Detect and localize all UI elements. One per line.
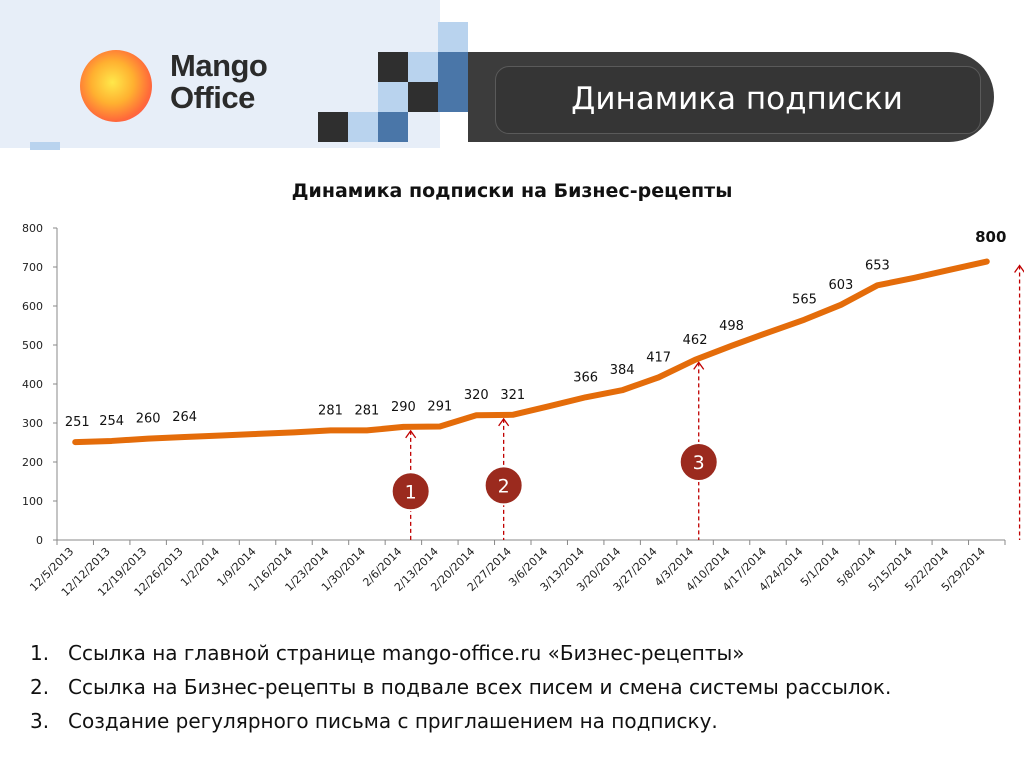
- note-text: Ссылка на главной странице mango-office.…: [68, 641, 745, 665]
- decor-square: [408, 82, 438, 112]
- marker-label: 1: [405, 481, 417, 503]
- data-label: 462: [683, 333, 708, 348]
- decor-square: [438, 52, 468, 82]
- data-label: 366: [573, 370, 598, 385]
- data-label: 417: [646, 350, 671, 365]
- decor-square: [318, 112, 348, 142]
- note-text: Создание регулярного письма с приглашени…: [68, 709, 718, 733]
- chart-title: Динамика подписки на Бизнес-рецепты: [291, 180, 733, 202]
- data-label: 291: [427, 400, 452, 415]
- x-tick-label: 1/2/2014: [178, 545, 222, 589]
- marker-circle: [678, 442, 719, 482]
- data-label: 281: [318, 403, 343, 418]
- marker-circle: [483, 465, 524, 506]
- data-label: 565: [792, 293, 817, 308]
- title-frame: [495, 66, 981, 134]
- decor-square: [438, 22, 468, 52]
- note-number: 1.: [30, 641, 50, 665]
- data-label: 498: [719, 319, 744, 334]
- y-tick-label: 100: [22, 495, 43, 508]
- marker-arrowhead: [693, 361, 705, 370]
- data-label: 603: [829, 278, 854, 293]
- y-tick-label: 700: [22, 261, 43, 274]
- note-number: 3.: [30, 709, 50, 733]
- logo-text: Mango Office: [170, 48, 268, 115]
- data-label: 251: [65, 415, 90, 430]
- decor-square: [348, 112, 378, 142]
- marker-arrowhead: [1014, 264, 1024, 273]
- logo-icon: [80, 50, 152, 122]
- marker-label: 2: [498, 475, 510, 497]
- data-label: 260: [136, 412, 161, 427]
- note-item: 3. Создание регулярного письма с приглаше…: [30, 704, 891, 738]
- y-tick-label: 200: [22, 456, 43, 469]
- decor-square: [30, 142, 60, 150]
- marker-arrowhead: [498, 417, 510, 427]
- marker-label: 3: [693, 452, 705, 474]
- note-text: Ссылка на Бизнес-рецепты в подвале всех …: [68, 675, 892, 699]
- y-tick-label: 500: [22, 339, 43, 352]
- data-label: 384: [610, 363, 635, 378]
- y-tick-label: 600: [22, 300, 43, 313]
- data-label: 254: [99, 414, 124, 429]
- data-label: 264: [172, 410, 197, 425]
- x-tick-label: 5/1/2014: [798, 545, 842, 589]
- note-item: 1. Ссылка на главной странице mango-offic…: [30, 636, 891, 670]
- data-label: 653: [865, 258, 890, 273]
- marker-arrowhead: [405, 429, 417, 439]
- data-label: 290: [391, 400, 416, 415]
- decor-square: [378, 52, 408, 82]
- marker-circle: [390, 471, 431, 512]
- series-line: [72, 258, 990, 446]
- line-chart: 010020030040050060070080012/5/201312/12/…: [22, 222, 1024, 599]
- data-label: 281: [355, 403, 380, 418]
- data-label: 800: [975, 228, 1006, 246]
- y-tick-label: 400: [22, 378, 43, 391]
- header-band: Mango Office Динамика подписки: [0, 0, 1024, 150]
- data-label: 320: [464, 388, 489, 403]
- notes-list: 1. Ссылка на главной странице mango-offic…: [30, 636, 891, 738]
- decor-square: [408, 52, 438, 82]
- note-number: 2.: [30, 675, 50, 699]
- data-label: 321: [500, 388, 525, 403]
- decor-square: [378, 112, 408, 142]
- decor-square: [438, 82, 468, 112]
- y-tick-label: 800: [22, 222, 43, 235]
- slide-title: Динамика подписки: [571, 81, 903, 117]
- decor-square: [378, 82, 408, 112]
- y-tick-label: 300: [22, 417, 43, 430]
- y-tick-label: 0: [36, 534, 43, 547]
- note-item: 2. Ссылка на Бизнес-рецепты в подвале все…: [30, 670, 891, 704]
